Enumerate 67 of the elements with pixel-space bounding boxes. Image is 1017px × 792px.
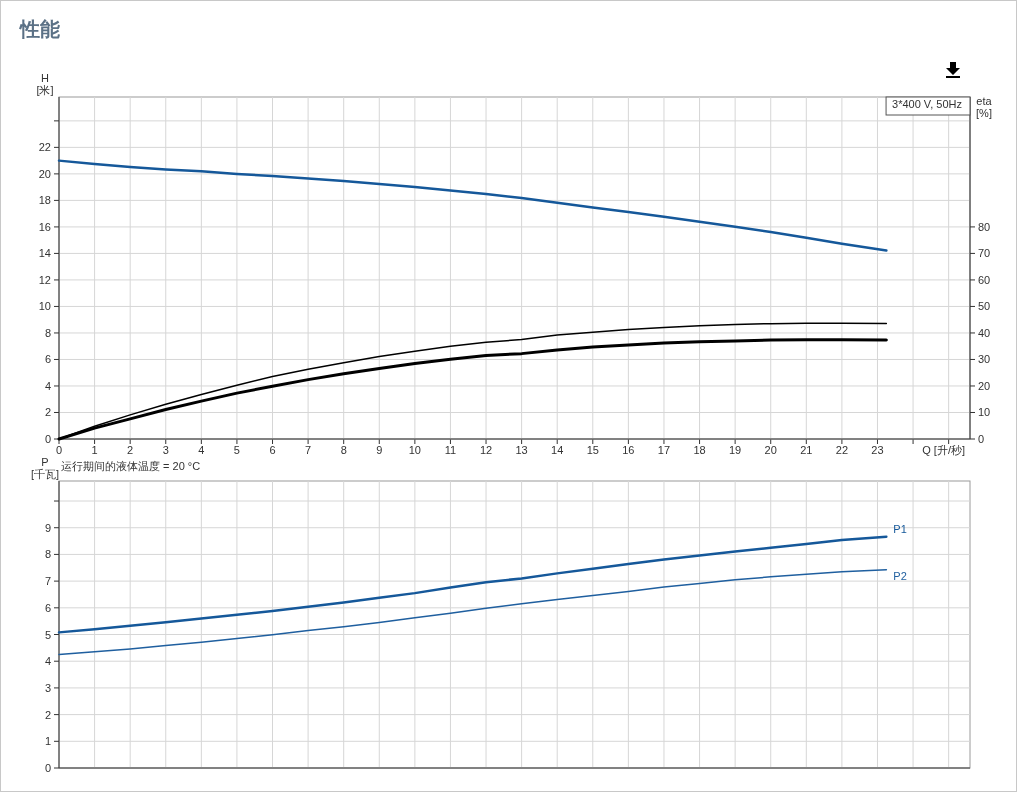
y2-tick-label: 20 [978, 379, 991, 392]
x-tick-label: 15 [586, 444, 599, 456]
y-tick-label: 8 [44, 326, 51, 339]
y-tick-label: 6 [44, 353, 51, 366]
y2-tick-label: 40 [978, 326, 991, 339]
y-tick-label: 22 [38, 141, 51, 154]
line-series [57, 159, 888, 252]
y-tick-label: 2 [44, 708, 51, 721]
x-tick-label: 19 [729, 444, 742, 456]
y-tick-label: 14 [38, 247, 51, 260]
y-tick-label: 3 [44, 681, 51, 694]
x-tick-label: 14 [551, 444, 564, 456]
x-tick-label: 10 [408, 444, 421, 456]
x-tick-label: 23 [871, 444, 884, 456]
y2-tick-label: 0 [978, 433, 985, 445]
x-tick-label: 1 [91, 444, 98, 456]
series-label: P1 [893, 522, 907, 535]
x-tick-label: 4 [198, 444, 205, 456]
y-axis-title: P [千瓦] [30, 456, 60, 480]
y-tick-label: 6 [44, 601, 51, 614]
chart-title: 性能 [18, 18, 60, 40]
x-tick-label: 6 [269, 444, 276, 456]
text: 运行期间的液体温度 = 20 °C [61, 460, 201, 472]
y-tick-label: 5 [44, 628, 51, 641]
x-tick-label: 5 [233, 444, 240, 456]
annotation: 3*400 V, 50Hz [892, 98, 962, 110]
y-tick-label: 4 [44, 379, 51, 392]
x-tick-label: 21 [800, 444, 813, 456]
y-tick-label: 4 [44, 655, 51, 668]
y-tick-label: 9 [44, 521, 51, 534]
y-tick-label: 7 [44, 575, 51, 588]
x-tick-label: 8 [340, 444, 347, 456]
x-tick-label: 20 [764, 444, 777, 456]
y2-tick-label: 60 [978, 273, 991, 286]
y-tick-label: 1 [44, 735, 51, 748]
y2-tick-label: 50 [978, 300, 991, 313]
y-axis-title: H [米] [36, 72, 54, 96]
x-tick-label: 18 [693, 444, 706, 456]
x-tick-label: 0 [55, 444, 63, 456]
x-tick-label: 12 [479, 444, 493, 456]
x-tick-label: 9 [376, 444, 383, 456]
y-tick-label: 10 [38, 300, 51, 313]
x-tick-label: 22 [835, 444, 849, 456]
x-tick-label: 7 [305, 444, 312, 456]
series-label: P2 [893, 569, 907, 582]
y-tick-label: 16 [38, 220, 51, 233]
x-tick-label: 2 [127, 444, 134, 456]
y2-tick-label: 70 [978, 247, 991, 260]
y-tick-label: 12 [38, 273, 51, 286]
x-tick-label: 3 [162, 444, 169, 456]
y-tick-label: 0 [44, 433, 51, 445]
y-tick-label: 20 [38, 167, 51, 180]
x-tick-label: 11 [444, 444, 457, 456]
line-series [58, 568, 888, 656]
x-tick-label: 17 [657, 444, 671, 456]
y2-axis-title: eta [%] [976, 95, 993, 119]
x-tick-label: 13 [515, 444, 528, 456]
x-tick-label: 16 [622, 444, 635, 456]
line-series [57, 535, 888, 634]
y-tick-label: 18 [38, 194, 51, 207]
y2-tick-label: 80 [978, 220, 991, 233]
y-tick-label: 2 [44, 406, 51, 419]
y2-tick-label: 30 [978, 353, 991, 366]
y-tick-label: 0 [44, 762, 51, 774]
y2-tick-label: 10 [978, 406, 991, 419]
y-tick-label: 8 [44, 548, 51, 561]
x-axis-title: Q [升/秒] [922, 444, 965, 456]
